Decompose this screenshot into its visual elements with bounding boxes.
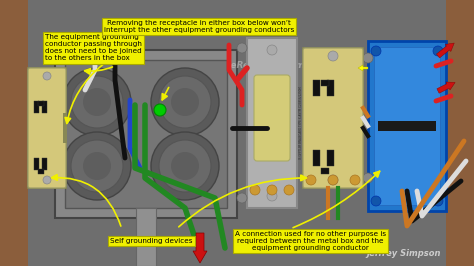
Circle shape <box>284 185 294 195</box>
Bar <box>38 169 44 174</box>
Circle shape <box>350 175 360 185</box>
Circle shape <box>171 152 199 180</box>
Circle shape <box>328 175 338 185</box>
Circle shape <box>371 196 381 206</box>
Circle shape <box>433 46 443 56</box>
Circle shape <box>306 175 316 185</box>
Bar <box>28 0 446 266</box>
FancyArrow shape <box>437 82 455 93</box>
Circle shape <box>363 53 373 63</box>
Bar <box>321 80 329 86</box>
Bar <box>313 80 320 96</box>
Circle shape <box>159 76 211 128</box>
FancyBboxPatch shape <box>28 68 66 188</box>
Bar <box>368 41 446 211</box>
Bar <box>63 113 67 143</box>
Bar <box>327 80 334 96</box>
Bar <box>374 47 440 205</box>
Bar <box>34 101 39 113</box>
Bar <box>42 101 47 113</box>
Bar <box>34 158 39 170</box>
Circle shape <box>63 132 131 200</box>
Circle shape <box>237 193 247 203</box>
Text: Jeffrey Simpson: Jeffrey Simpson <box>366 249 441 258</box>
Circle shape <box>154 104 166 116</box>
Circle shape <box>171 88 199 116</box>
Circle shape <box>159 140 211 192</box>
Circle shape <box>433 196 443 206</box>
Bar <box>446 0 474 266</box>
Bar <box>38 101 44 106</box>
Bar <box>65 60 227 208</box>
Circle shape <box>43 176 51 184</box>
Text: Removing the receptacle in either box below won’t
interrupt the other equipment : Removing the receptacle in either box be… <box>104 20 294 33</box>
Bar <box>55 50 237 218</box>
Text: ©ElectricalLicenseRenewal.Com 2020: ©ElectricalLicenseRenewal.Com 2020 <box>142 60 332 69</box>
Text: Self grounding devices: Self grounding devices <box>110 238 193 244</box>
Circle shape <box>267 185 277 195</box>
FancyBboxPatch shape <box>303 48 363 188</box>
Text: IS GFPTLIM IMALBOARD TYPE X ASTM C23856/1290M: IS GFPTLIM IMALBOARD TYPE X ASTM C23856/… <box>299 87 303 159</box>
Bar <box>136 208 156 266</box>
Bar <box>378 121 436 131</box>
Circle shape <box>267 45 277 55</box>
Circle shape <box>71 140 123 192</box>
Bar <box>321 168 329 174</box>
Circle shape <box>371 46 381 56</box>
Text: A connection used for no other purpose is
required between the metal box and the: A connection used for no other purpose i… <box>235 231 386 251</box>
Circle shape <box>151 132 219 200</box>
FancyBboxPatch shape <box>254 75 290 161</box>
Circle shape <box>250 185 260 195</box>
Circle shape <box>71 76 123 128</box>
Circle shape <box>328 175 338 185</box>
Circle shape <box>237 43 247 53</box>
Bar <box>247 38 297 208</box>
Circle shape <box>151 68 219 136</box>
FancyArrow shape <box>437 43 454 58</box>
Text: The equipment grounding
conductor passing through
does not need to be joined
to : The equipment grounding conductor passin… <box>45 34 142 61</box>
Bar <box>42 158 47 170</box>
Circle shape <box>43 72 51 80</box>
Bar <box>28 68 66 188</box>
Circle shape <box>328 51 338 61</box>
Bar <box>313 150 320 166</box>
Bar <box>327 150 334 166</box>
Bar <box>303 48 363 188</box>
Circle shape <box>267 191 277 201</box>
FancyArrow shape <box>358 65 368 71</box>
Circle shape <box>83 88 111 116</box>
FancyArrow shape <box>193 233 207 263</box>
Bar <box>0 0 28 266</box>
Circle shape <box>83 152 111 180</box>
Circle shape <box>363 173 373 183</box>
Circle shape <box>63 68 131 136</box>
